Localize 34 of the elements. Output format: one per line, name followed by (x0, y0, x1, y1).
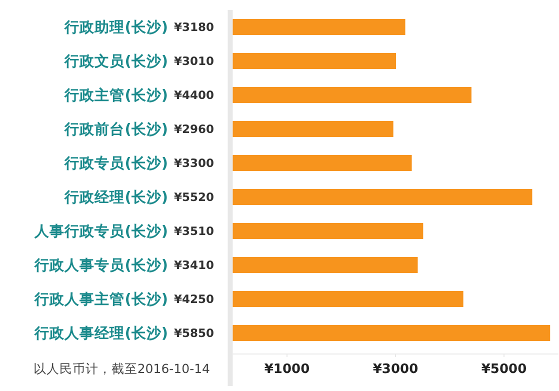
bar (232, 155, 412, 171)
bar (232, 223, 424, 239)
data-label: ¥2960 (174, 122, 214, 136)
bar (232, 325, 550, 341)
y-tick-label: 人事行政专员(长沙) (34, 223, 168, 240)
text: 以人民币计，截至2016-10-14 (33, 361, 210, 376)
data-label: ¥4250 (174, 292, 214, 306)
bar (232, 291, 464, 307)
x-tick-label: ¥1000 (264, 362, 310, 377)
y-tick-label: 行政经理(长沙) (64, 189, 168, 206)
x-tick-label: ¥5000 (481, 362, 527, 377)
data-label: ¥3510 (174, 224, 214, 238)
bar (232, 87, 472, 103)
data-label: ¥3410 (174, 258, 214, 272)
data-label: ¥3300 (174, 156, 214, 170)
y-tick-label: 行政人事主管(长沙) (34, 290, 168, 308)
bar (232, 19, 406, 35)
data-label: ¥4400 (174, 88, 214, 102)
y-tick-label: 行政人事专员(长沙) (34, 257, 168, 274)
data-label: ¥3010 (174, 54, 214, 68)
y-tick-label: 行政专员(长沙) (64, 155, 168, 172)
data-label: ¥5520 (174, 190, 214, 204)
x-tick-label: ¥3000 (372, 362, 418, 377)
y-tick-label: 行政人事经理(长沙) (34, 325, 168, 342)
y-tick-label: 行政文员(长沙) (64, 53, 168, 70)
data-label: ¥3180 (174, 20, 214, 34)
bar (232, 189, 532, 205)
y-tick-label: 行政主管(长沙) (64, 86, 168, 104)
bar (232, 121, 394, 137)
y-tick-label: 行政助理(长沙) (64, 19, 168, 36)
bar (232, 257, 418, 273)
bar (232, 53, 396, 69)
y-tick-label: 行政前台(长沙) (64, 121, 168, 138)
data-label: ¥5850 (174, 326, 214, 340)
